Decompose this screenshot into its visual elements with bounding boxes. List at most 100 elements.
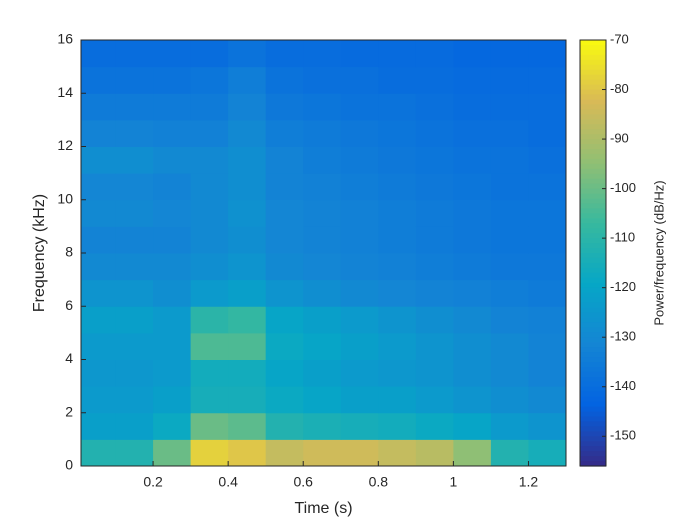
- heatmap-cell: [453, 40, 492, 68]
- heatmap-cell: [528, 439, 566, 466]
- heatmap-cell: [528, 146, 566, 174]
- y-tick-label: 0: [65, 457, 73, 473]
- heatmap-cell: [265, 439, 304, 466]
- heatmap-cell: [415, 306, 454, 334]
- colorbar-swatch: [580, 391, 606, 398]
- heatmap-cell: [453, 66, 492, 94]
- heatmap-cell: [115, 439, 154, 466]
- y-axis-label: Frequency (kHz): [31, 194, 48, 312]
- heatmap-cell: [490, 119, 529, 147]
- heatmap-cell: [190, 66, 229, 94]
- heatmap-cell: [265, 253, 304, 281]
- heatmap-cell: [115, 253, 154, 281]
- heatmap-cell: [528, 93, 566, 121]
- heatmap-cell: [415, 199, 454, 227]
- heatmap-cell: [115, 40, 154, 68]
- heatmap-cell: [153, 226, 192, 254]
- heatmap-cell: [303, 146, 342, 174]
- heatmap-cell: [81, 66, 117, 94]
- heatmap-cell: [378, 199, 417, 227]
- heatmap-cell: [303, 66, 342, 94]
- heatmap: [81, 40, 566, 466]
- heatmap-cell: [303, 40, 342, 68]
- heatmap-cell: [415, 66, 454, 94]
- colorbar-swatch: [580, 456, 606, 462]
- colorbar-swatch: [580, 168, 606, 175]
- heatmap-cell: [415, 173, 454, 201]
- colorbar-swatch: [580, 248, 606, 254]
- heatmap-cell: [228, 93, 267, 121]
- colorbar-swatch: [580, 317, 606, 323]
- heatmap-cell: [153, 199, 192, 227]
- heatmap-cell: [453, 93, 492, 121]
- heatmap-cell: [378, 226, 417, 254]
- heatmap-cell: [81, 226, 117, 254]
- heatmap-cell: [303, 199, 342, 227]
- heatmap-cell: [81, 40, 117, 68]
- heatmap-cell: [190, 93, 229, 121]
- heatmap-cell: [115, 386, 154, 414]
- colorbar-swatch: [580, 193, 606, 200]
- colorbar-swatch: [580, 411, 606, 418]
- heatmap-cell: [228, 306, 267, 334]
- colorbar-swatch: [580, 426, 606, 432]
- heatmap-cell: [490, 146, 529, 174]
- y-tick-label: 8: [65, 244, 73, 260]
- colorbar-swatch: [580, 213, 606, 219]
- heatmap-cell: [378, 173, 417, 201]
- colorbar-swatch: [580, 119, 606, 125]
- heatmap-cell: [228, 146, 267, 174]
- colorbar-swatch: [580, 223, 606, 229]
- x-tick-label: 0.6: [293, 474, 313, 490]
- heatmap-cell: [340, 66, 379, 94]
- colorbar-swatch: [580, 109, 606, 115]
- colorbar-swatch: [580, 94, 606, 101]
- heatmap-cell: [153, 359, 192, 387]
- heatmap-cell: [528, 332, 566, 360]
- colorbar-swatch: [580, 228, 606, 234]
- colorbar-tick-label: -150: [610, 428, 636, 443]
- heatmap-cell: [228, 66, 267, 94]
- heatmap-cell: [490, 226, 529, 254]
- heatmap-cell: [378, 386, 417, 414]
- heatmap-cell: [303, 119, 342, 147]
- colorbar-swatch: [580, 332, 606, 338]
- colorbar-swatch: [580, 79, 606, 86]
- heatmap-cell: [190, 359, 229, 387]
- colorbar-swatch: [580, 342, 606, 348]
- heatmap-cell: [528, 173, 566, 201]
- heatmap-cell: [81, 146, 117, 174]
- heatmap-cell: [228, 199, 267, 227]
- heatmap-cell: [190, 439, 229, 466]
- heatmap-cell: [81, 306, 117, 334]
- colorbar-swatch: [580, 421, 606, 427]
- y-tick-label: 2: [65, 403, 73, 419]
- heatmap-cell: [415, 386, 454, 414]
- colorbar-swatch: [580, 64, 606, 71]
- colorbar-swatch: [580, 188, 606, 195]
- heatmap-cell: [228, 253, 267, 281]
- colorbar-tick-label: -80: [610, 81, 629, 96]
- colorbar-frame: [579, 39, 607, 467]
- heatmap-cell: [153, 66, 192, 94]
- colorbar-swatch: [580, 183, 606, 190]
- heatmap-cell: [265, 93, 304, 121]
- colorbar-swatch: [580, 347, 606, 353]
- heatmap-cell: [490, 306, 529, 334]
- heatmap-cell: [265, 199, 304, 227]
- heatmap-cell: [528, 306, 566, 334]
- colorbar-swatch: [580, 401, 606, 408]
- colorbar-swatch: [580, 371, 606, 378]
- heatmap-cell: [415, 226, 454, 254]
- colorbar-swatch: [580, 89, 606, 96]
- heatmap-cell: [228, 279, 267, 307]
- colorbar-swatch: [580, 74, 606, 81]
- x-tick-label: 1: [449, 474, 457, 490]
- heatmap-cell: [415, 119, 454, 147]
- heatmap-cell: [340, 439, 379, 466]
- heatmap-cell: [378, 279, 417, 307]
- heatmap-cell: [340, 146, 379, 174]
- heatmap-cell: [81, 93, 117, 121]
- heatmap-cell: [153, 173, 192, 201]
- heatmap-cell: [528, 412, 566, 440]
